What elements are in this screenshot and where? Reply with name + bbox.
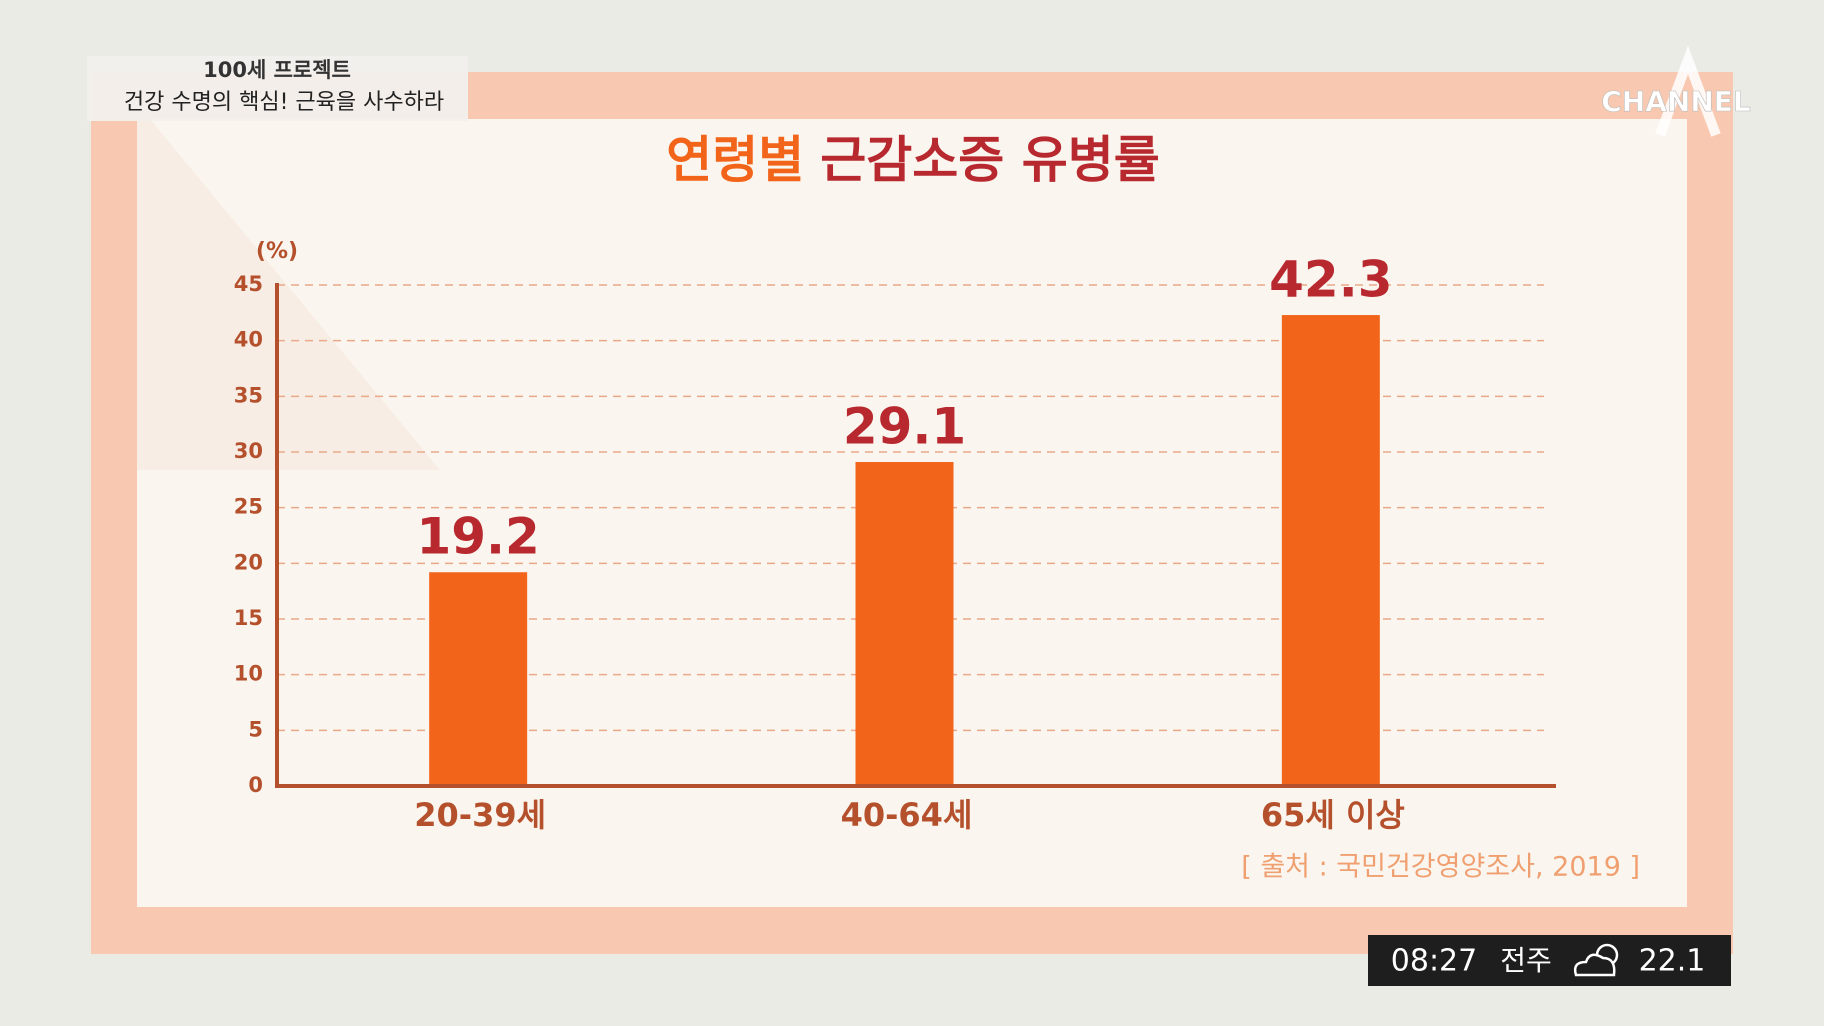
caption-box bbox=[87, 56, 468, 121]
y-tick-label: 15 bbox=[234, 606, 263, 630]
y-axis-label: (%) bbox=[256, 239, 298, 264]
bar bbox=[855, 462, 954, 786]
panel-shade bbox=[137, 119, 440, 470]
value-label: 29.1 bbox=[843, 398, 966, 456]
y-tick-label: 35 bbox=[234, 383, 263, 407]
y-tick-label: 20 bbox=[234, 550, 263, 574]
headline: 건강 수명의 핵심! 근육을 사수하라 bbox=[124, 90, 444, 115]
title-rest: 근감소증 유병률 bbox=[820, 131, 1159, 189]
y-tick-label: 5 bbox=[248, 717, 263, 741]
channel-logo: CHANNEL bbox=[1601, 85, 1751, 118]
value-label: 42.3 bbox=[1269, 251, 1392, 309]
y-tick-label: 45 bbox=[234, 272, 263, 296]
city: 전주 bbox=[1500, 944, 1552, 977]
logo-mark bbox=[1655, 45, 1721, 137]
title-highlight: 연령별 bbox=[666, 131, 804, 189]
y-tick-label: 25 bbox=[234, 495, 263, 519]
status-bar bbox=[1368, 935, 1731, 986]
y-tick-label: 40 bbox=[234, 328, 263, 352]
bar bbox=[429, 572, 528, 786]
y-tick-label: 10 bbox=[234, 662, 263, 686]
clock: 08:27 bbox=[1391, 944, 1477, 979]
program-name: 100세 프로젝트 bbox=[203, 58, 351, 82]
value-label: 19.2 bbox=[416, 508, 539, 566]
bar bbox=[1281, 315, 1380, 786]
y-tick-label: 30 bbox=[234, 439, 263, 463]
x-tick-label: 65세 이상 bbox=[1261, 796, 1405, 834]
y-tick-label: 0 bbox=[248, 773, 263, 797]
x-tick-label: 20-39세 bbox=[414, 796, 546, 834]
weather-icon bbox=[1573, 943, 1619, 977]
x-tick-label: 40-64세 bbox=[841, 796, 973, 834]
source-note: [ 출처 : 국민건강영양조사, 2019 ] bbox=[1241, 852, 1640, 883]
temperature: 22.1 bbox=[1639, 944, 1706, 979]
chart-title: 연령별 근감소증 유병률 bbox=[666, 131, 1159, 189]
